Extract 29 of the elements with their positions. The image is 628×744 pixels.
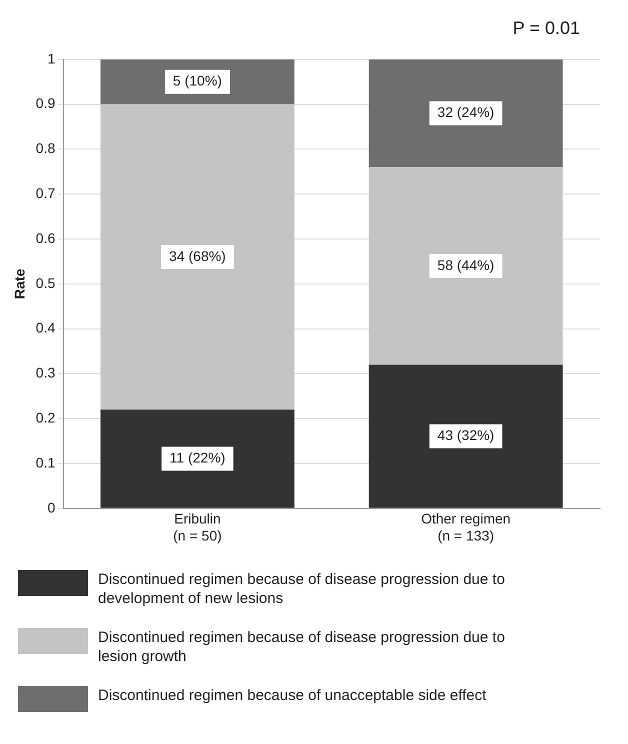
y-tick-label: 0.7 [36,184,56,201]
bar [368,59,563,168]
bar [368,364,563,508]
bar [100,104,294,410]
data-label: 58 (44%) [437,256,494,273]
legend-label: Discontinued regimen because of disease progression due to development of new lesions [98,570,506,608]
data-label: 34 (68%) [169,248,226,264]
y-tick-label: 0.4 [36,320,56,336]
x-tick-label: Eribulin (n = 50) [173,510,222,544]
y-tick-label: 1 [47,50,56,66]
y-tick-label: 0.5 [36,274,56,291]
y-tick-label: 0 [47,499,56,516]
y-axis-title: Rate [11,268,28,300]
data-label: 11 (22%) [170,450,226,466]
data-label: 5 (10%) [172,72,222,89]
data-label: 43 (32%) [437,427,494,444]
y-tick-label: 0.2 [36,409,56,426]
x-tick-label: Other regimen (n = 133) [421,510,511,544]
legend-label: Discontinued regimen because of disease progression due to lesion growth [98,628,506,666]
text: P = 0.01 [512,18,580,38]
y-tick-label: 0.3 [36,364,56,381]
y-tick-label: 0.9 [36,95,56,112]
y-tick-label: 0.6 [36,230,56,246]
y-tick-label: 0.1 [36,454,56,470]
bar [368,167,563,365]
y-tick-label: 0.8 [36,140,56,156]
data-label: 32 (24%) [437,104,494,120]
bar [100,410,294,508]
legend-label: Discontinued regimen because of unacceptable side effect [98,686,488,705]
